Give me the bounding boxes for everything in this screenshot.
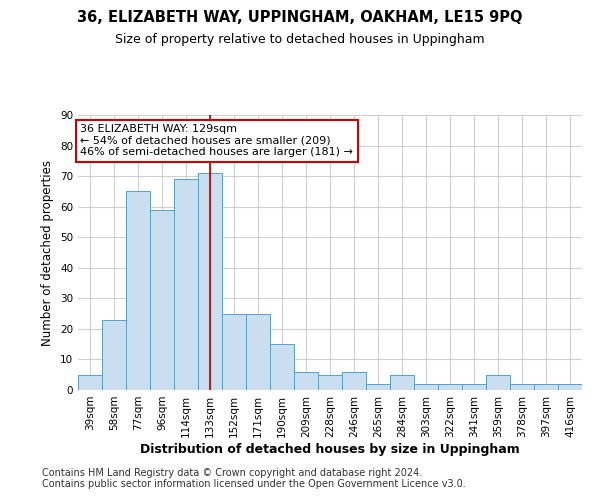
Bar: [294, 372, 318, 390]
Bar: [126, 192, 150, 390]
Bar: [486, 374, 510, 390]
Bar: [366, 384, 390, 390]
Bar: [534, 384, 558, 390]
Bar: [438, 384, 462, 390]
Bar: [318, 374, 342, 390]
Bar: [390, 374, 414, 390]
Text: 36 ELIZABETH WAY: 129sqm
← 54% of detached houses are smaller (209)
46% of semi-: 36 ELIZABETH WAY: 129sqm ← 54% of detach…: [80, 124, 353, 158]
Text: Size of property relative to detached houses in Uppingham: Size of property relative to detached ho…: [115, 32, 485, 46]
Text: Distribution of detached houses by size in Uppingham: Distribution of detached houses by size …: [140, 442, 520, 456]
Bar: [342, 372, 366, 390]
Text: Contains public sector information licensed under the Open Government Licence v3: Contains public sector information licen…: [42, 479, 466, 489]
Bar: [510, 384, 534, 390]
Bar: [150, 210, 174, 390]
Bar: [462, 384, 486, 390]
Bar: [78, 374, 102, 390]
Text: 36, ELIZABETH WAY, UPPINGHAM, OAKHAM, LE15 9PQ: 36, ELIZABETH WAY, UPPINGHAM, OAKHAM, LE…: [77, 10, 523, 25]
Y-axis label: Number of detached properties: Number of detached properties: [41, 160, 55, 346]
Bar: [198, 173, 222, 390]
Bar: [558, 384, 582, 390]
Bar: [174, 179, 198, 390]
Bar: [222, 314, 246, 390]
Bar: [414, 384, 438, 390]
Bar: [270, 344, 294, 390]
Bar: [246, 314, 270, 390]
Bar: [102, 320, 126, 390]
Text: Contains HM Land Registry data © Crown copyright and database right 2024.: Contains HM Land Registry data © Crown c…: [42, 468, 422, 477]
